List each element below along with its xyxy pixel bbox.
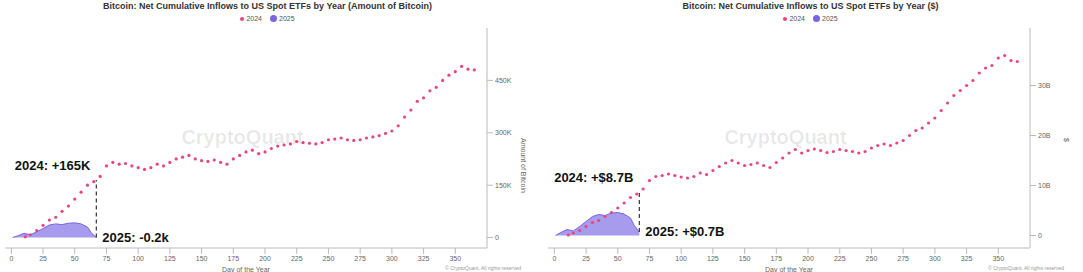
svg-text:30B: 30B [1038,82,1051,89]
svg-text:0: 0 [1038,232,1042,239]
svg-text:325: 325 [418,255,430,262]
svg-text:200: 200 [259,255,271,262]
svg-text:300: 300 [929,255,941,262]
html-text:2025: 2025 [822,15,838,22]
svg-text:2024: +$8.7B: 2024: +$8.7B [554,170,633,185]
svg-text:150: 150 [739,255,751,262]
svg-text:175: 175 [227,255,239,262]
svg-text:10B: 10B [1038,182,1051,189]
svg-text:0: 0 [495,234,499,241]
svg-text:325: 325 [961,255,973,262]
svg-text:175: 175 [770,255,782,262]
html-text:© CryptoQuant. All rights rese: © CryptoQuant. All rights reserved [445,265,521,271]
svg-text:250: 250 [866,255,878,262]
svg-text:2024: +165K: 2024: +165K [15,158,91,173]
svg-text:2025: -0.2k: 2025: -0.2k [102,230,169,245]
svg-text:275: 275 [354,255,366,262]
svg-text:225: 225 [291,255,303,262]
svg-text:225: 225 [834,255,846,262]
html-text:CryptoQuant: CryptoQuant [724,126,847,148]
html-text:2024: 2024 [246,15,262,22]
svg-text:100: 100 [675,255,687,262]
svg-text:275: 275 [897,255,909,262]
html-text:Bitcoin: Net Cumulative Inflow: Bitcoin: Net Cumulative Inflows to US Sp… [682,1,939,11]
svg-text:100: 100 [132,255,144,262]
svg-text:Day of the Year: Day of the Year [222,266,271,272]
svg-text:250: 250 [323,255,335,262]
svg-text:350: 350 [992,255,1004,262]
svg-text:350: 350 [449,255,461,262]
html-text:Bitcoin: Net Cumulative Inflow: Bitcoin: Net Cumulative Inflows to US Sp… [103,1,432,11]
svg-text:75: 75 [103,255,111,262]
svg-text:25: 25 [39,255,47,262]
html-text:2025: 2025 [279,15,295,22]
svg-text:50: 50 [614,255,622,262]
svg-text:450K: 450K [495,77,512,84]
svg-text:0: 0 [9,255,13,262]
svg-text:Day of the Year: Day of the Year [765,266,814,272]
svg-text:$: $ [1063,138,1070,142]
svg-text:0: 0 [552,255,556,262]
svg-text:125: 125 [164,255,176,262]
svg-text:150: 150 [196,255,208,262]
svg-text:300K: 300K [495,129,512,136]
svg-text:200: 200 [802,255,814,262]
svg-text:25: 25 [582,255,590,262]
svg-text:75: 75 [646,255,654,262]
svg-text:2025: +$0.7B: 2025: +$0.7B [645,224,724,239]
html-text:2024: 2024 [789,15,805,22]
svg-text:20B: 20B [1038,132,1051,139]
svg-text:Amount of Bitcoin: Amount of Bitcoin [520,138,527,193]
svg-text:50: 50 [71,255,79,262]
svg-text:150K: 150K [495,182,512,189]
svg-text:300: 300 [386,255,398,262]
html-text:© CryptoQuant. All rights rese: © CryptoQuant. All rights reserved [988,265,1064,271]
svg-text:125: 125 [707,255,719,262]
html-text:CryptoQuant: CryptoQuant [181,126,304,148]
